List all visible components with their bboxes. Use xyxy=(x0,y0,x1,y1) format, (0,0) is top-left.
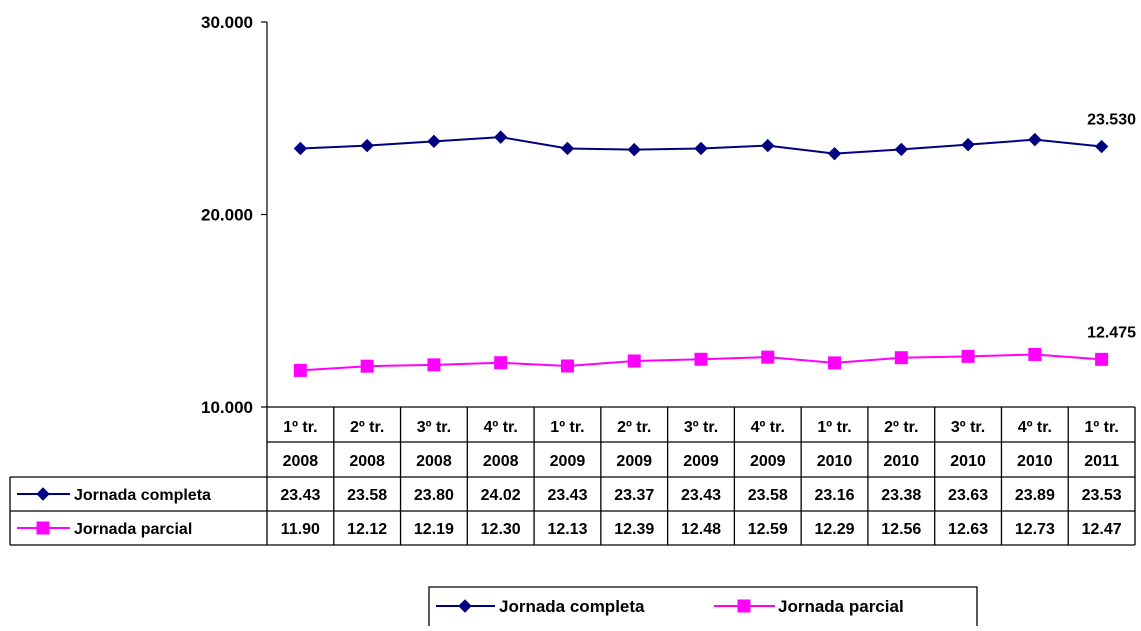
category-label: 3º tr. xyxy=(684,419,718,436)
data-label: 23.530 xyxy=(1087,112,1136,129)
table-series-name: Jornada completa xyxy=(74,487,211,504)
data-point-jornada-parcial xyxy=(627,354,641,368)
table-cell-value: 23.37 xyxy=(614,487,654,504)
table-cell-value: 23.16 xyxy=(815,487,855,504)
table-cell-value: 12.29 xyxy=(815,521,855,538)
data-point-jornada-parcial xyxy=(894,351,908,365)
data-point-jornada-completa xyxy=(1028,132,1042,147)
category-year-label: 2009 xyxy=(550,453,586,470)
legend-box xyxy=(428,586,978,626)
table-cell-value: 23.63 xyxy=(948,487,988,504)
table-cell-value: 12.47 xyxy=(1082,521,1122,538)
data-point-jornada-completa xyxy=(627,142,641,157)
table-cell-value: 12.12 xyxy=(347,521,387,538)
table-cell-value: 12.48 xyxy=(681,521,721,538)
table-cell-value: 12.63 xyxy=(948,521,988,538)
data-point-jornada-parcial xyxy=(1095,352,1109,366)
table-legend-key-marker xyxy=(36,521,50,535)
legend-label: Jornada parcial xyxy=(778,597,904,616)
data-point-jornada-parcial xyxy=(560,359,574,373)
category-label: 2º tr. xyxy=(617,419,651,436)
category-label: 4º tr. xyxy=(1018,419,1052,436)
data-point-jornada-parcial xyxy=(961,349,975,363)
table-cell-value: 12.39 xyxy=(614,521,654,538)
data-point-jornada-completa xyxy=(961,137,975,152)
category-label: 4º tr. xyxy=(484,419,518,436)
table-cell-value: 23.53 xyxy=(1082,487,1122,504)
data-point-jornada-parcial xyxy=(828,356,842,370)
category-year-label: 2008 xyxy=(483,453,519,470)
legend-key-marker xyxy=(737,599,751,613)
category-label: 4º tr. xyxy=(751,419,785,436)
data-point-jornada-parcial xyxy=(293,363,307,377)
table-cell-value: 12.73 xyxy=(1015,521,1055,538)
table-cell-value: 12.56 xyxy=(881,521,921,538)
category-year-label: 2010 xyxy=(817,453,853,470)
data-point-jornada-completa xyxy=(894,142,909,157)
table-cell-value: 12.59 xyxy=(748,521,788,538)
category-year-label: 2010 xyxy=(1017,453,1053,470)
category-label: 1º tr. xyxy=(1084,419,1118,436)
data-point-jornada-completa xyxy=(694,141,708,156)
table-cell-value: 23.80 xyxy=(414,487,454,504)
category-label: 2º tr. xyxy=(350,419,384,436)
table-cell-value: 23.43 xyxy=(280,487,320,504)
data-point-jornada-completa xyxy=(1094,139,1109,154)
data-point-jornada-completa xyxy=(761,138,775,153)
table-cell-value: 24.02 xyxy=(481,487,521,504)
table-cell-value: 23.38 xyxy=(881,487,921,504)
table-cell-value: 11.90 xyxy=(281,521,320,538)
data-point-jornada-parcial xyxy=(360,359,374,373)
table-cell-value: 12.19 xyxy=(414,521,454,538)
category-year-label: 2008 xyxy=(349,453,385,470)
legend-label: Jornada completa xyxy=(499,597,645,616)
category-year-label: 2009 xyxy=(683,453,719,470)
category-year-label: 2011 xyxy=(1084,453,1119,470)
category-year-label: 2009 xyxy=(616,453,652,470)
data-point-jornada-parcial xyxy=(1028,347,1042,361)
data-point-jornada-completa xyxy=(427,134,441,149)
table-legend-key-marker xyxy=(36,487,50,501)
data-point-jornada-completa xyxy=(493,130,508,144)
data-point-jornada-completa xyxy=(827,146,842,161)
table-cell-value: 23.58 xyxy=(748,487,788,504)
table-cell-value: 12.13 xyxy=(547,521,587,538)
data-point-jornada-completa xyxy=(293,141,308,156)
category-year-label: 2010 xyxy=(884,453,920,470)
data-point-jornada-parcial xyxy=(694,352,708,366)
category-year-label: 2008 xyxy=(283,453,319,470)
category-year-label: 2010 xyxy=(950,453,986,470)
table-cell-value: 12.30 xyxy=(481,521,521,538)
category-label: 2º tr. xyxy=(884,419,918,436)
legend-key-marker xyxy=(458,599,472,613)
category-label: 1º tr. xyxy=(550,419,584,436)
table-series-name: Jornada parcial xyxy=(74,521,192,538)
data-label: 12.475 xyxy=(1087,324,1136,341)
category-label: 3º tr. xyxy=(417,419,451,436)
table-cell-value: 23.43 xyxy=(681,487,721,504)
table-cell-value: 23.43 xyxy=(547,487,587,504)
table-cell-value: 23.89 xyxy=(1015,487,1055,504)
data-point-jornada-parcial xyxy=(494,356,508,370)
data-point-jornada-completa xyxy=(560,141,575,156)
table-cell-value: 23.58 xyxy=(347,487,387,504)
y-tick-label: 10.000 xyxy=(201,398,253,417)
category-label: 1º tr. xyxy=(283,419,317,436)
data-point-jornada-parcial xyxy=(427,358,441,372)
y-tick-label: 20.000 xyxy=(201,206,253,225)
category-label: 1º tr. xyxy=(817,419,851,436)
category-year-label: 2008 xyxy=(416,453,452,470)
data-point-jornada-completa xyxy=(360,138,374,153)
category-label: 3º tr. xyxy=(951,419,985,436)
data-point-jornada-parcial xyxy=(761,350,775,364)
category-year-label: 2009 xyxy=(750,453,786,470)
y-tick-label: 30.000 xyxy=(201,13,253,32)
